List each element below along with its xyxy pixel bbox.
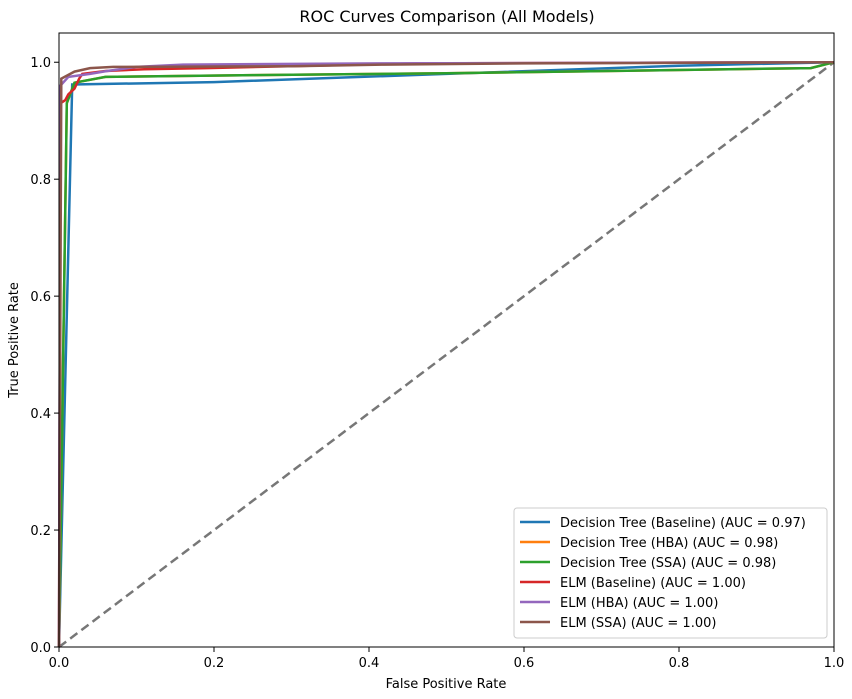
legend: Decision Tree (Baseline) (AUC = 0.97) Dec…	[513, 507, 828, 639]
x-tick-label: 1.0	[824, 656, 845, 671]
y-tick-label: 0.8	[30, 173, 51, 188]
series-line-3	[57, 60, 835, 648]
y-tick-label: 0.4	[30, 407, 51, 422]
x-axis: 0.0 0.2 0.4 0.6 0.8 1.0	[49, 647, 845, 671]
series-line-5	[57, 60, 835, 648]
y-tick-label: 0.6	[30, 290, 51, 305]
series-line-1	[57, 60, 835, 648]
x-tick-label: 0.0	[49, 656, 70, 671]
plot-frame	[58, 32, 835, 648]
legend-label-6: ELM (SSA) (AUC = 1.00)	[560, 616, 716, 631]
y-axis-label: True Positive Rate	[7, 282, 22, 399]
series-layer	[57, 60, 835, 648]
legend-label-4: ELM (Baseline) (AUC = 1.00)	[560, 576, 746, 591]
x-axis-label: False Positive Rate	[386, 677, 507, 692]
series-line-6	[57, 60, 835, 648]
x-tick-label: 0.4	[359, 656, 380, 671]
y-tick-label: 0.2	[30, 524, 51, 539]
y-tick-label: 0.0	[30, 641, 51, 656]
legend-label-2: Decision Tree (HBA) (AUC = 0.98)	[560, 536, 778, 551]
chart-title: ROC Curves Comparison (All Models)	[299, 7, 594, 26]
legend-label-5: ELM (HBA) (AUC = 1.00)	[560, 596, 718, 611]
reference-diagonal-line	[58, 61, 835, 648]
y-axis: 0.0 0.2 0.4 0.6 0.8 1.0	[30, 56, 59, 656]
y-tick-label: 1.0	[30, 56, 51, 71]
x-tick-label: 0.2	[204, 656, 225, 671]
x-tick-label: 0.8	[669, 656, 690, 671]
plot-area	[57, 32, 835, 648]
x-tick-label: 0.6	[514, 656, 535, 671]
legend-box	[513, 507, 828, 639]
legend-label-3: Decision Tree (SSA) (AUC = 0.98)	[560, 556, 776, 571]
legend-label-1: Decision Tree (Baseline) (AUC = 0.97)	[560, 516, 806, 531]
